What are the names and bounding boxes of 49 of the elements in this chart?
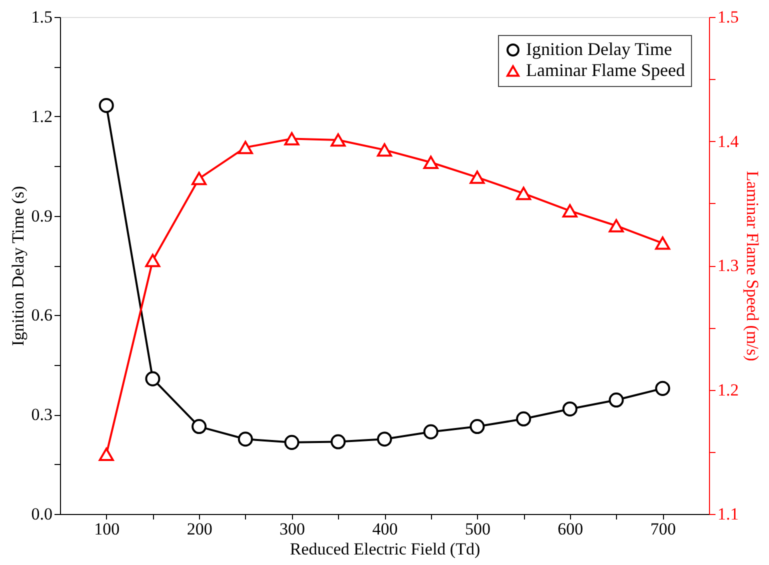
x-tick-label: 100: [94, 520, 120, 538]
y-tick-label: 1.2: [31, 106, 52, 126]
y-tick-label: 1.5: [31, 8, 52, 26]
point: [145, 254, 160, 268]
x-tick-label: 700: [650, 520, 676, 538]
x-tick-label: 400: [372, 520, 398, 538]
point: [376, 432, 392, 447]
point: [608, 219, 624, 232]
point: [376, 143, 392, 157]
point: [470, 419, 485, 434]
point: [330, 133, 346, 147]
point: [284, 434, 300, 450]
point: [145, 371, 160, 386]
y-tick-label: 0.9: [31, 206, 52, 226]
point: [470, 170, 485, 184]
point: [284, 132, 300, 146]
point: [98, 98, 114, 113]
y2-axis-title: Laminar Flame Speed (m/s): [742, 170, 762, 362]
point: [192, 419, 207, 434]
legend-label: Laminar Flame Speed: [526, 60, 685, 80]
y2-tick-label: 1.5: [718, 8, 739, 26]
x-tick-label: 300: [280, 520, 306, 538]
y-tick-label: 0.0: [31, 504, 52, 524]
point: [562, 204, 578, 218]
point: [192, 172, 207, 186]
point: [238, 140, 253, 154]
y2-tick-label: 1.1: [718, 504, 739, 524]
y2-tick-label: 1.3: [718, 256, 739, 275]
x-tick-label: 500: [464, 520, 490, 538]
point: [655, 236, 670, 250]
y2-tick-label: 1.2: [718, 380, 739, 400]
point: [423, 156, 438, 170]
point: [608, 392, 624, 408]
point: [98, 448, 114, 462]
y-axis-title: Ignition Delay Time (s): [8, 186, 28, 346]
point: [516, 186, 532, 200]
point: [655, 380, 670, 396]
y-tick-label: 0.6: [31, 306, 52, 325]
x-tick-label: 200: [186, 520, 212, 538]
point: [330, 434, 346, 450]
x-tick-label: 600: [558, 520, 584, 538]
x-axis-title: Reduced Electric Field (Td): [290, 540, 480, 558]
point: [516, 411, 532, 426]
point: [238, 432, 253, 447]
y-tick-label: 0.3: [31, 405, 52, 424]
point: [562, 401, 578, 416]
legend-label: Ignition Delay Time: [526, 39, 672, 59]
y2-tick-label: 1.4: [718, 132, 740, 151]
point: [423, 424, 438, 440]
